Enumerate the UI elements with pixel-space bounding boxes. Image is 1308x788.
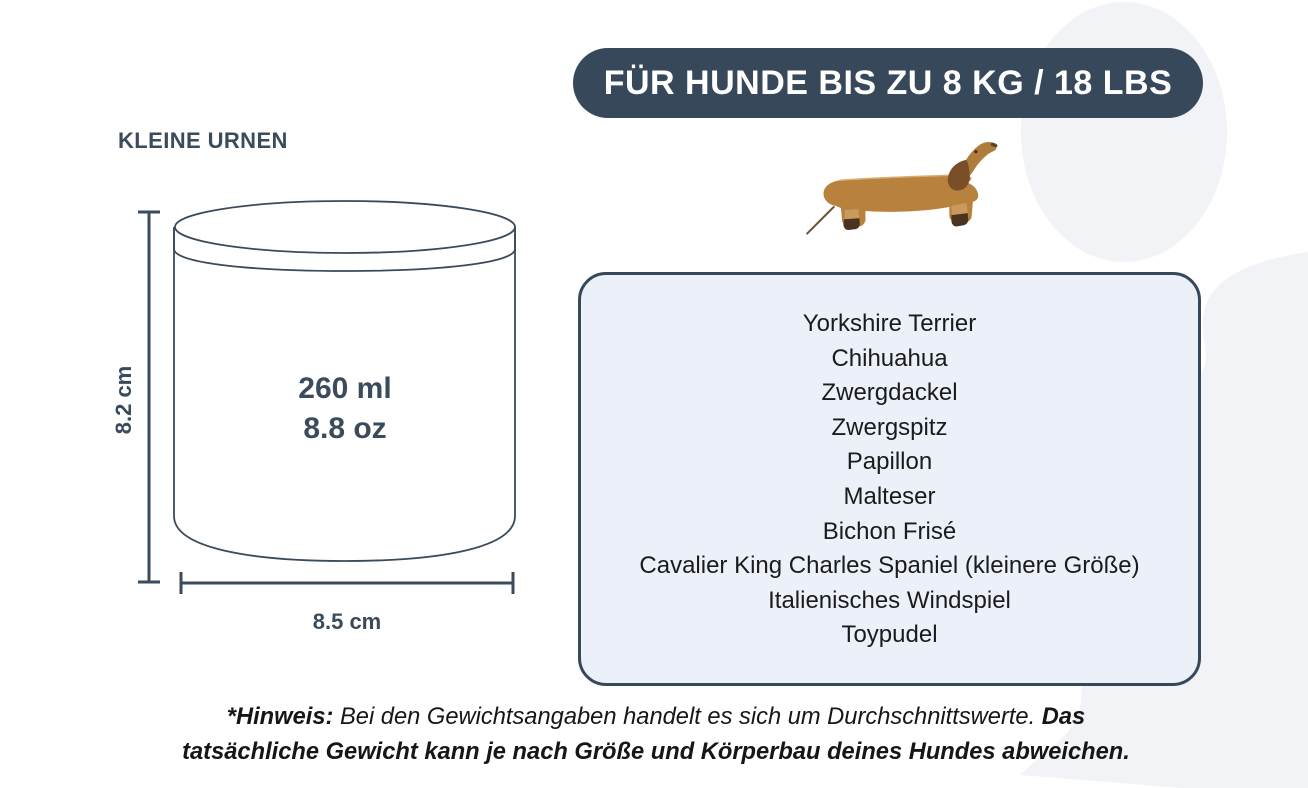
svg-text:8.5 cm: 8.5 cm xyxy=(313,609,382,634)
svg-text:260 ml: 260 ml xyxy=(298,372,391,405)
svg-text:8.2 cm: 8.2 cm xyxy=(111,366,136,435)
svg-text:8.8 oz: 8.8 oz xyxy=(303,412,386,445)
